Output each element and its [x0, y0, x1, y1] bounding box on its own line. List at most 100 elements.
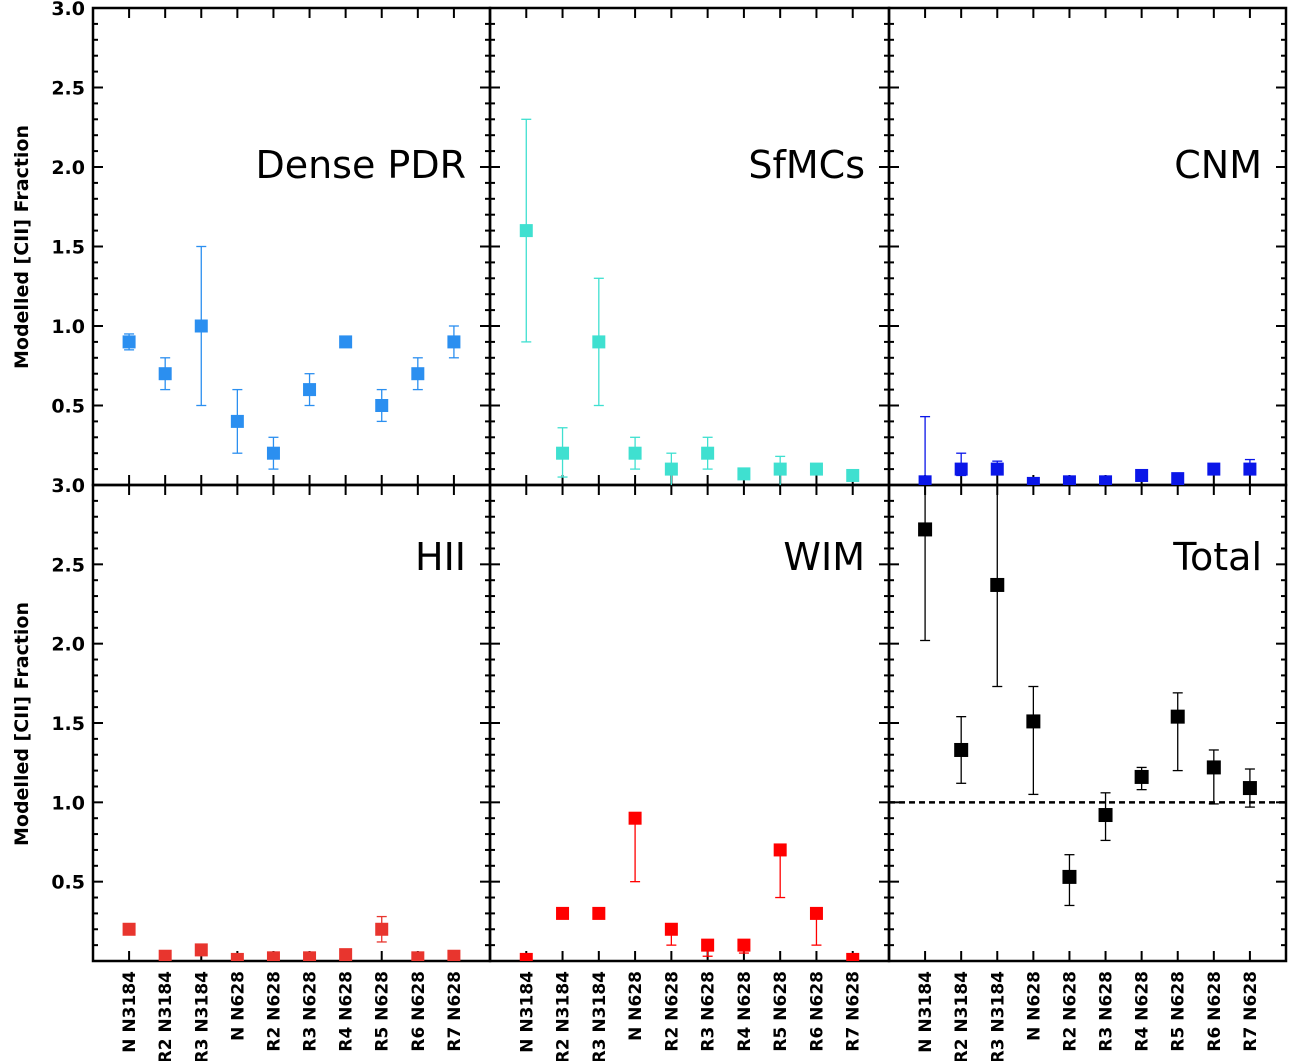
x-category-label: R4 N628	[337, 971, 357, 1052]
data-point	[664, 922, 678, 936]
x-category-label: R5 N628	[373, 971, 393, 1052]
data-point	[1062, 475, 1076, 485]
x-category-label: R3 N3184	[988, 971, 1008, 1061]
panel-frame-3	[887, 6, 1288, 487]
data-point	[303, 951, 317, 961]
data-point	[592, 906, 606, 920]
x-category-label: R3 N3184	[192, 971, 212, 1061]
data-point	[519, 952, 533, 961]
y-tick-label: 1.0	[51, 316, 85, 338]
y-tick-label: 1.5	[51, 713, 85, 735]
data-point	[737, 938, 751, 952]
x-category-label: R4 N628	[735, 971, 755, 1052]
y-axis-labels: Modelled [CII] Fraction Modelled [CII] F…	[11, 125, 33, 846]
y-tick-label: 0.5	[51, 396, 85, 418]
data-point	[447, 949, 461, 961]
data-point	[339, 948, 353, 961]
data-point	[990, 462, 1004, 476]
panel-title-2: SfMCs	[748, 143, 865, 187]
data-point	[701, 938, 715, 952]
panel-title-1: Dense PDR	[255, 143, 466, 187]
data-point	[773, 462, 787, 476]
data-point	[339, 335, 353, 349]
x-category-label: N N3184	[120, 971, 140, 1053]
x-category-label: R3 N628	[301, 971, 321, 1052]
data-point	[230, 414, 244, 428]
x-category-label: R2 N3184	[952, 971, 972, 1061]
data-point	[918, 522, 933, 537]
x-category-label: R7 N628	[844, 971, 864, 1052]
panel-title-3: CNM	[1174, 143, 1262, 187]
x-category-label: R2 N3184	[554, 971, 574, 1061]
data-point	[1206, 760, 1221, 775]
ylabel-bottom: Modelled [CII] Fraction	[11, 602, 33, 846]
x-category-label: N N628	[228, 971, 248, 1041]
x-category-label: R6 N628	[807, 971, 827, 1052]
data-point	[447, 335, 461, 349]
x-category-label: N N3184	[517, 971, 537, 1053]
panel-title-4: HII	[415, 535, 466, 579]
data-point	[158, 367, 172, 381]
data-point	[519, 224, 533, 238]
data-point	[1171, 472, 1185, 485]
x-category-label: R2 N3184	[156, 971, 176, 1061]
data-point	[230, 952, 244, 961]
panel-frame-2	[488, 6, 891, 487]
y-tick-label: 3.0	[51, 475, 85, 497]
data-point	[194, 319, 208, 333]
x-category-label: R3 N3184	[590, 971, 610, 1061]
x-category-label: R6 N628	[409, 971, 429, 1052]
x-category-label: R3 N628	[1097, 971, 1117, 1052]
data-point	[1099, 475, 1113, 485]
x-category-label: R7 N628	[445, 971, 465, 1052]
data-point	[664, 462, 678, 476]
data-point	[556, 446, 570, 460]
x-category-label: R3 N628	[699, 971, 719, 1052]
y-tick-label: 2.0	[51, 634, 85, 656]
data-point	[1135, 468, 1149, 482]
y-tick-label: 3.0	[51, 0, 85, 20]
data-point	[1134, 769, 1149, 784]
x-category-label: R7 N628	[1241, 971, 1261, 1052]
data-point	[954, 462, 968, 476]
x-category-label: R5 N628	[771, 971, 791, 1052]
data-point	[954, 742, 969, 757]
data-point	[809, 906, 823, 920]
data-point	[701, 446, 715, 460]
data-point	[122, 335, 136, 349]
x-category-label: R2 N628	[264, 971, 284, 1052]
ylabel-top: Modelled [CII] Fraction	[11, 125, 33, 369]
y-tick-label: 2.0	[51, 157, 85, 179]
data-point	[1207, 462, 1221, 476]
data-point	[628, 446, 642, 460]
data-point	[1243, 462, 1257, 476]
data-point	[1170, 709, 1185, 724]
data-point	[375, 922, 389, 936]
y-tick-label: 2.5	[51, 554, 85, 576]
axis-ticks: 0.5 1.0 1.5 2.0 2.5 3.0 0.5 1.0 1.5 2.0 2.5 3.0 N N3…	[51, 0, 1286, 1061]
x-category-label: R2 N628	[662, 971, 682, 1052]
panel-title-6: Total	[1172, 535, 1262, 579]
data-point	[122, 922, 136, 936]
y-tick-label: 1.0	[51, 792, 85, 814]
data-point	[737, 467, 751, 481]
x-category-label: R5 N628	[1169, 971, 1189, 1052]
data-point	[990, 577, 1005, 592]
data-point	[1026, 714, 1041, 729]
panel-title-5: WIM	[783, 535, 865, 579]
x-category-label: N N628	[1024, 971, 1044, 1041]
data-point	[809, 462, 823, 476]
data-point	[411, 951, 425, 961]
panel-frame-1	[91, 6, 492, 487]
x-category-label: N N628	[626, 971, 646, 1041]
data-point	[411, 367, 425, 381]
data-marks	[122, 118, 1286, 961]
data-point	[1098, 808, 1113, 823]
data-point	[1242, 781, 1257, 796]
x-category-label: R6 N628	[1205, 971, 1225, 1052]
data-point	[303, 383, 317, 397]
data-point	[266, 951, 280, 961]
data-point	[1026, 476, 1040, 485]
data-point	[773, 843, 787, 857]
